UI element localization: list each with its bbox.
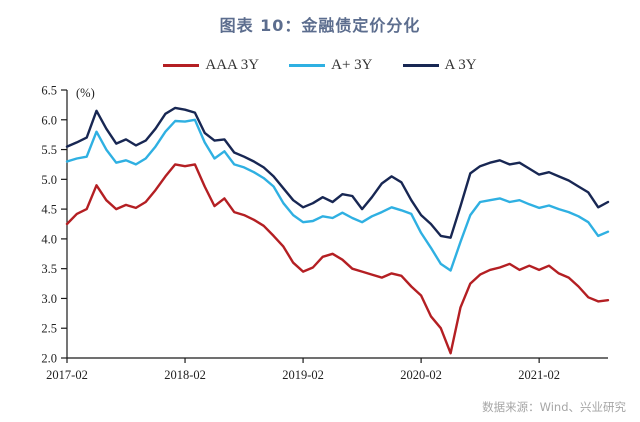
legend-item-aaa-3y: AAA 3Y [163,57,259,74]
source-note: 数据来源：Wind、兴业研究 [482,400,626,414]
x-tick-label: 2020-02 [400,368,442,382]
legend-label-aaa-3y: AAA 3Y [205,57,260,73]
x-tick-label: 2018-02 [164,368,206,382]
y-tick-label: 2.5 [41,322,57,336]
x-tick-label: 2017-02 [46,368,88,382]
y-tick-label: 2.0 [41,352,57,366]
line-chart: 6.5 6.0 5.5 5.0 4.5 4.0 3.5 3.0 2.5 2.0 (%) 2017-02… [41,84,610,382]
legend-line-swatch-a-plus-3y [289,64,326,67]
x-tick-label: 2021-02 [518,368,560,382]
legend-item-a-plus-3y: A+ 3Y [289,57,373,74]
legend-label-a-3y: A 3Y [444,57,477,73]
legend-line-swatch-a-3y [402,64,439,67]
legend-item-a-3y: A 3Y [402,57,477,74]
y-tick-label: 3.0 [41,292,57,306]
legend: AAA 3Y A+ 3Y A 3Y [0,57,640,74]
y-tick-label: 3.5 [41,262,57,276]
series-line-aaa-3y [65,163,610,355]
y-tick-label: 4.5 [41,203,57,217]
legend-label-a-plus-3y: A+ 3Y [331,57,373,73]
legend-line-swatch-aaa-3y [163,64,200,67]
y-tick-label: 6.0 [41,113,57,127]
series-line-a-3y [65,118,610,272]
y-axis-unit-label: (%) [76,86,95,100]
chart-title: 图表 10：金融债定价分化 [219,16,421,35]
x-tick-label: 2019-02 [282,368,324,382]
y-tick-label: 6.5 [41,84,57,98]
y-tick-label: 5.5 [41,143,57,157]
y-tick-label: 4.0 [41,232,57,246]
y-tick-label: 5.0 [41,173,57,187]
series-line-a-3y [65,106,610,239]
